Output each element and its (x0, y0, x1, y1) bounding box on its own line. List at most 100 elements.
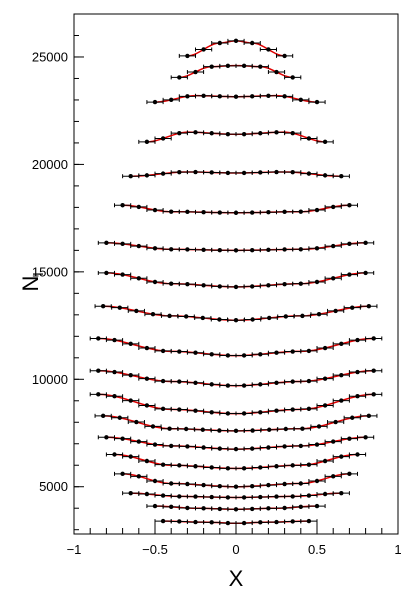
data-point (331, 276, 336, 281)
data-point (266, 210, 271, 215)
data-point (160, 406, 166, 412)
data-point (250, 247, 255, 253)
data-point (314, 442, 320, 447)
x-tick-label: −0.5 (142, 542, 168, 557)
data-point (209, 131, 214, 136)
data-point (177, 349, 182, 354)
data-point (233, 507, 239, 512)
data-band (114, 203, 358, 215)
data-point (169, 209, 174, 214)
data-bands (89, 38, 383, 526)
data-point (117, 305, 122, 310)
data-point (290, 407, 295, 412)
fit-curve (103, 415, 369, 432)
data-point (217, 94, 222, 99)
data-point (298, 281, 303, 286)
data-point (298, 504, 303, 510)
data-band (97, 270, 375, 290)
data-point (250, 428, 255, 433)
data-point (250, 284, 255, 289)
data-point (274, 69, 279, 75)
data-point (144, 458, 150, 464)
data-band (94, 304, 378, 323)
data-band (89, 392, 383, 416)
data-point (298, 97, 303, 103)
data-point (217, 317, 222, 322)
data-band (146, 93, 326, 105)
data-point (193, 169, 198, 175)
data-point (185, 209, 190, 215)
data-point (128, 490, 133, 496)
data-point (306, 518, 312, 524)
data-point (169, 443, 174, 449)
data-point (282, 505, 287, 511)
y-axis-title-main: N (18, 276, 43, 292)
data-point (169, 281, 174, 286)
data-point (152, 246, 158, 251)
data-point (193, 380, 198, 385)
data-point (258, 64, 263, 69)
data-point (177, 463, 182, 468)
data-point (104, 435, 109, 440)
data-point (306, 493, 312, 498)
data-point (300, 313, 305, 319)
data-point (160, 171, 166, 176)
data-point (347, 471, 352, 477)
data-point (193, 494, 198, 499)
data-point (169, 247, 174, 252)
data-point (144, 403, 150, 408)
data-point (298, 247, 303, 252)
data-point (209, 352, 214, 357)
data-point (136, 276, 141, 281)
x-tick-label: 1 (394, 542, 401, 557)
data-point (233, 38, 239, 44)
data-point (300, 426, 305, 431)
data-point (241, 411, 247, 416)
data-point (96, 336, 101, 341)
data-point (201, 506, 206, 511)
data-point (193, 408, 198, 413)
data-point (136, 439, 141, 444)
data-point (128, 174, 133, 179)
data-point (258, 170, 263, 175)
data-point (347, 436, 352, 441)
data-band (138, 130, 334, 145)
y-axis-title: Nl (18, 272, 46, 291)
data-point (225, 411, 231, 416)
data-point (209, 170, 214, 175)
data-point (200, 427, 205, 432)
data-point (169, 504, 174, 510)
data-point (112, 452, 117, 457)
y-tick-label: 10000 (32, 372, 68, 387)
data-point (274, 350, 279, 355)
data-point (314, 279, 320, 285)
data-point (258, 352, 263, 357)
data-point (282, 53, 287, 59)
data-point (225, 383, 231, 388)
data-band (89, 368, 383, 388)
data-band (178, 38, 294, 59)
data-point (266, 506, 271, 511)
data-point (363, 270, 368, 276)
data-point (306, 348, 312, 354)
data-point (282, 444, 287, 449)
axis-ticks (73, 13, 399, 534)
data-band (122, 490, 350, 500)
data-point (128, 372, 133, 378)
data-point (167, 313, 172, 319)
data-point (274, 519, 279, 525)
data-point (331, 243, 336, 249)
data-point (160, 348, 166, 354)
data-point (225, 520, 231, 526)
data-point (355, 452, 360, 457)
data-point (350, 305, 355, 310)
data-point (258, 410, 263, 415)
data-band (146, 503, 326, 512)
data-point (217, 247, 222, 253)
data-point (371, 368, 376, 373)
data-point (209, 465, 214, 470)
data-point (258, 131, 263, 136)
data-point (241, 63, 247, 69)
x-axis-title: X (229, 566, 244, 591)
data-point (120, 241, 125, 247)
